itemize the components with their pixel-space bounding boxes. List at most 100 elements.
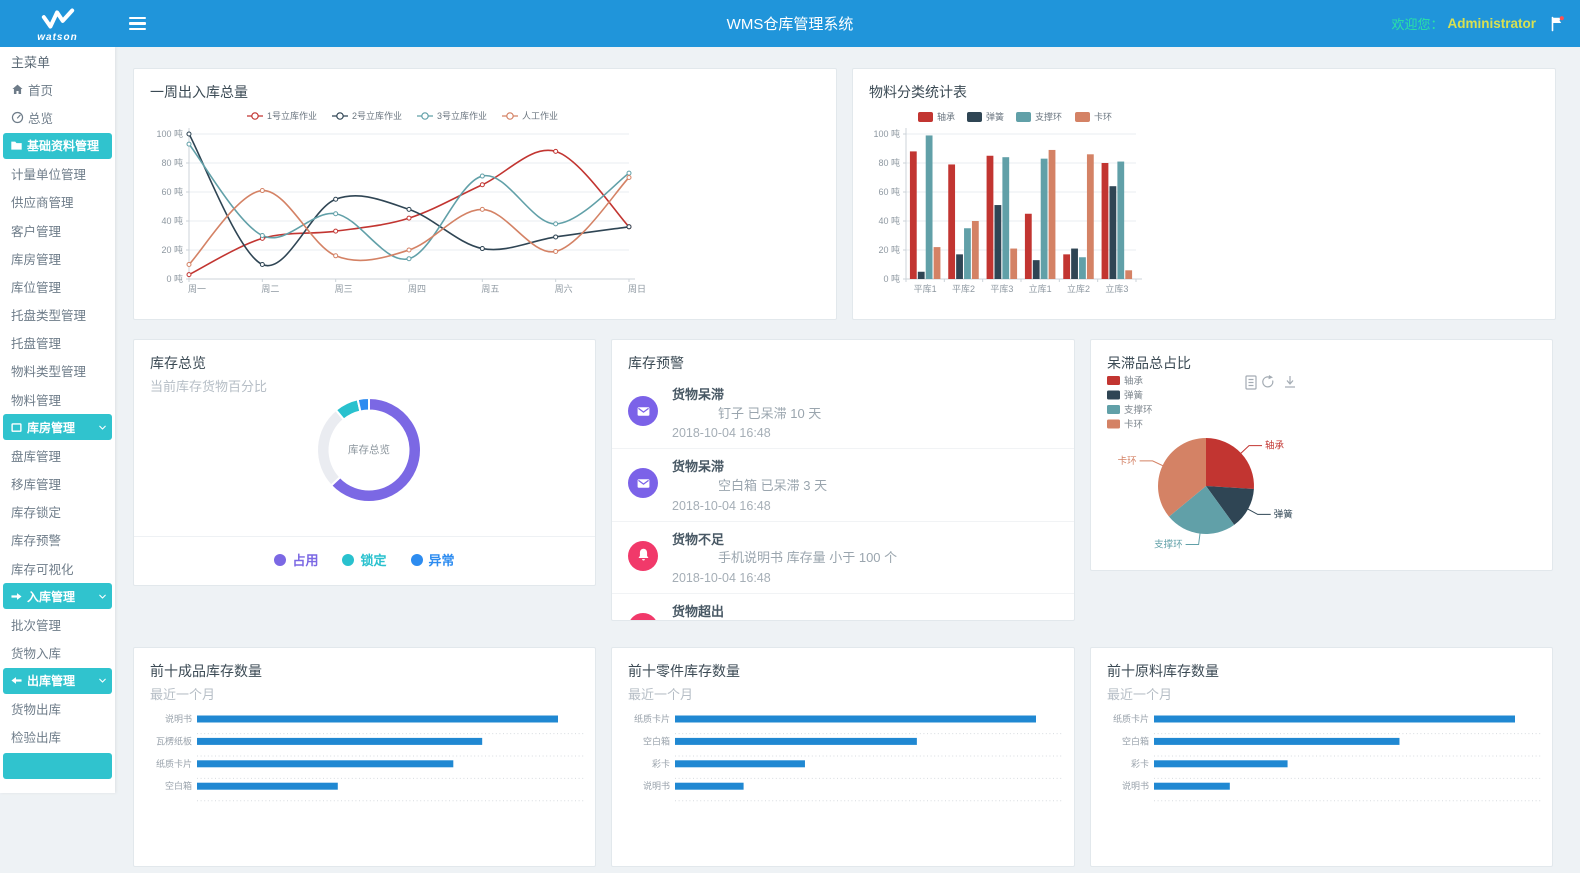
hbar-纸质卡片	[197, 760, 453, 767]
sidebar-item-库房管理[interactable]: 库房管理	[3, 414, 112, 440]
pie-slice-轴承[interactable]	[1206, 438, 1254, 489]
sidebar-item-货物出库[interactable]: 货物出库	[0, 695, 115, 723]
svg-text:弹簧: 弹簧	[986, 111, 1004, 122]
svg-text:周五: 周五	[481, 284, 499, 294]
sidebar-item-批次管理[interactable]: 批次管理	[0, 610, 115, 638]
sidebar-item-label: 库房管理	[11, 249, 61, 268]
sidebar-item-label: 库存锁定	[11, 502, 61, 521]
svg-text:平库1: 平库1	[914, 283, 937, 294]
hbar-纸质卡片	[675, 716, 1036, 723]
svg-text:周六: 周六	[555, 283, 573, 294]
sidebar-item-计量单位管理[interactable]: 计量单位管理	[0, 160, 115, 188]
sidebar-item-入库管理[interactable]: 入库管理	[3, 583, 112, 609]
chart-toolbox[interactable]	[1246, 375, 1295, 389]
card-title: 前十原料库存数量	[1091, 648, 1552, 681]
sidebar-item-出库管理[interactable]: 出库管理	[3, 668, 112, 694]
svg-text:轴承: 轴承	[1265, 440, 1285, 452]
sidebar-item-物料类型管理[interactable]: 物料类型管理	[0, 357, 115, 385]
card-title: 一周出入库总量	[134, 69, 836, 102]
svg-text:弹簧: 弹簧	[1124, 390, 1144, 402]
hbar-说明书	[197, 716, 558, 723]
watson-logo-icon	[41, 8, 75, 35]
sidebar-item-label: 库存预警	[11, 530, 61, 549]
sidebar-item-盘库管理[interactable]: 盘库管理	[0, 441, 115, 469]
svg-text:支撑环: 支撑环	[1035, 111, 1062, 122]
legend-dot	[342, 554, 354, 566]
app-title: WMS仓库管理系统	[727, 13, 854, 34]
card-top-parts: 前十零件库存数量 最近一个月 纸质卡片空白箱彩卡说明书	[611, 647, 1075, 867]
sidebar-item-label: 供应商管理	[11, 192, 74, 211]
svg-text:空白箱: 空白箱	[1122, 735, 1149, 746]
alert-detail: 空白箱 已呆滞 3 天	[672, 477, 1058, 496]
sidebar-item-托盘管理[interactable]: 托盘管理	[0, 329, 115, 357]
svg-text:纸质卡片: 纸质卡片	[156, 758, 192, 769]
sidebar-item-首页[interactable]: 首页	[0, 75, 115, 103]
sidebar-item-库房管理[interactable]: 库房管理	[0, 244, 115, 272]
card-top-finished: 前十成品库存数量 最近一个月 说明书瓦楞纸板纸质卡片空白箱	[133, 647, 596, 867]
app-header: watson WMS仓库管理系统 欢迎您： Administrator	[0, 0, 1580, 47]
sidebar-item-供应商管理[interactable]: 供应商管理	[0, 188, 115, 216]
arrow-right-icon	[10, 590, 23, 603]
sidebar-item-label: 库位管理	[11, 277, 61, 296]
notification-flag-icon[interactable]	[1548, 15, 1566, 33]
svg-text:说明书: 说明书	[165, 713, 192, 724]
donut-legend-item-占用[interactable]: 占用	[274, 550, 318, 569]
hbar-空白箱	[197, 783, 338, 790]
hbar-说明书	[1154, 783, 1230, 790]
sidebar-item-库位管理[interactable]: 库位管理	[0, 272, 115, 300]
sidebar-item-库存锁定[interactable]: 库存锁定	[0, 498, 115, 526]
username[interactable]: Administrator	[1447, 16, 1536, 31]
card-title: 呆滞品总占比	[1091, 340, 1552, 373]
card-title: 物料分类统计表	[853, 69, 1555, 102]
sidebar-item-货物入库[interactable]: 货物入库	[0, 638, 115, 666]
alert-time: 2018-10-04 16:48	[672, 423, 1058, 443]
svg-text:周一: 周一	[188, 284, 206, 294]
welcome-text: 欢迎您：	[1391, 14, 1443, 33]
sidebar-item-label: 批次管理	[11, 615, 61, 634]
card-subtitle: 最近一个月	[612, 681, 1074, 703]
hbar-空白箱	[1154, 738, 1399, 745]
sidebar-item-partial[interactable]	[3, 753, 112, 779]
sidebar-item-label: 总览	[28, 108, 53, 127]
sidebar-item-总览[interactable]: 总览	[0, 103, 115, 131]
sidebar-item-label: 移库管理	[11, 474, 61, 493]
sidebar-item-移库管理[interactable]: 移库管理	[0, 469, 115, 497]
brand-logo[interactable]: watson	[0, 5, 115, 43]
sidebar-item-客户管理[interactable]: 客户管理	[0, 216, 115, 244]
donut-slice-free[interactable]	[317, 410, 344, 486]
chart-legend[interactable]: 轴承弹簧支撑环卡环	[918, 111, 1112, 122]
sidebar-item-label: 库存可视化	[11, 559, 74, 578]
legend-dot	[411, 554, 423, 566]
svg-text:平库3: 平库3	[990, 283, 1013, 294]
data-view-icon[interactable]	[1246, 376, 1256, 389]
card-stagnant-share: 呆滞品总占比 轴承弹簧支撑环卡环轴承弹簧支撑环卡环	[1090, 339, 1553, 571]
sidebar-item-托盘类型管理[interactable]: 托盘类型管理	[0, 301, 115, 329]
sidebar-item-label: 盘库管理	[11, 446, 61, 465]
donut-legend-item-锁定[interactable]: 锁定	[342, 550, 386, 569]
brand-name: watson	[37, 32, 77, 43]
donut-legend-item-异常[interactable]: 异常	[411, 550, 455, 569]
card-title: 库存预警	[612, 340, 1074, 373]
refresh-icon[interactable]	[1263, 375, 1273, 387]
sidebar-item-基础资料管理[interactable]: 基础资料管理	[3, 133, 112, 159]
sidebar-item-检验出库[interactable]: 检验出库	[0, 723, 115, 751]
arrow-left-icon	[10, 674, 23, 687]
svg-text:空白箱: 空白箱	[643, 735, 670, 746]
donut-slice-异常[interactable]	[358, 398, 369, 411]
sidebar-item-库存可视化[interactable]: 库存可视化	[0, 554, 115, 582]
svg-text:平库2: 平库2	[952, 283, 975, 294]
card-subtitle: 最近一个月	[134, 681, 595, 703]
card-top-raw: 前十原料库存数量 最近一个月 纸质卡片空白箱彩卡说明书	[1090, 647, 1553, 867]
sidebar-item-物料管理[interactable]: 物料管理	[0, 385, 115, 413]
svg-text:立库1: 立库1	[1029, 283, 1052, 294]
download-icon[interactable]	[1285, 376, 1295, 387]
sidebar-item-库存预警[interactable]: 库存预警	[0, 526, 115, 554]
svg-text:人工作业: 人工作业	[522, 110, 558, 121]
hamburger-menu-icon[interactable]	[129, 17, 146, 31]
hbar-空白箱	[675, 738, 917, 745]
